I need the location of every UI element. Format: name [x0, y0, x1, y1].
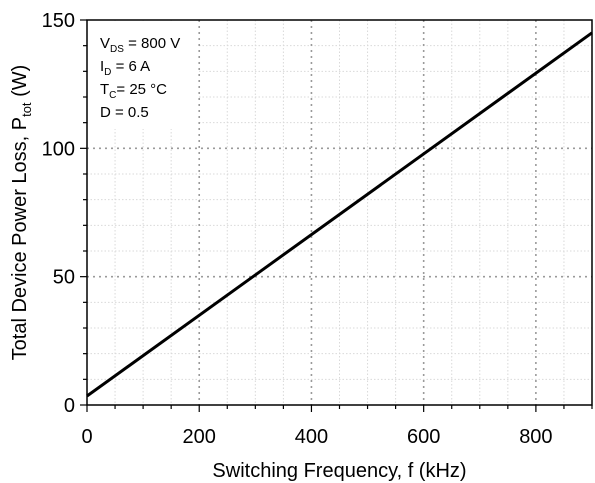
y-tick-label: 100 [42, 138, 75, 160]
x-tick-label: 800 [519, 426, 552, 448]
condition-symbol: T [100, 81, 109, 98]
y-tick-label: 0 [64, 395, 75, 417]
conditions-background [88, 21, 198, 129]
axis-ticks [80, 19, 593, 412]
condition-subscript: D [104, 67, 111, 78]
x-axis-title: Switching Frequency, f (kHz) [212, 460, 466, 482]
condition-symbol: D = 0.5 [100, 104, 149, 121]
condition-value: = 800 V [124, 35, 180, 52]
condition-line: VDS = 800 V [100, 35, 180, 55]
y-axis-title-unit: (W) [9, 65, 31, 103]
condition-subscript: C [109, 90, 116, 101]
series-layer [86, 31, 593, 398]
test-conditions: VDS = 800 VID = 6 ATC= 25 °CD = 0.5 [100, 35, 180, 121]
y-tick-label: 50 [53, 267, 75, 289]
condition-line: D = 0.5 [100, 104, 149, 121]
condition-symbol: I [100, 58, 104, 75]
condition-value: = 25 °C [116, 81, 167, 98]
y-axis-title: Total Device Power Loss, Ptot (W) [9, 65, 34, 361]
x-tick-label: 200 [183, 426, 216, 448]
power-loss-line [86, 31, 593, 398]
major-grid [87, 20, 592, 405]
minor-grid [87, 20, 592, 405]
x-tick-label: 600 [407, 426, 440, 448]
condition-line: TC= 25 °C [100, 81, 167, 101]
condition-symbol: V [100, 35, 110, 52]
x-tick-label: 400 [295, 426, 328, 448]
y-tick-label: 150 [42, 10, 75, 32]
condition-subscript: DS [110, 44, 124, 55]
y-axis-title-main: Total Device Power Loss, P [9, 117, 31, 360]
x-tick-labels: 0 200 400 600 800 [81, 426, 552, 448]
x-tick-label: 0 [81, 426, 92, 448]
condition-value: = 6 A [111, 58, 150, 75]
y-tick-labels: 0 50 100 150 [42, 10, 75, 417]
condition-line: ID = 6 A [100, 58, 150, 78]
y-axis-title-subscript: tot [19, 102, 34, 117]
